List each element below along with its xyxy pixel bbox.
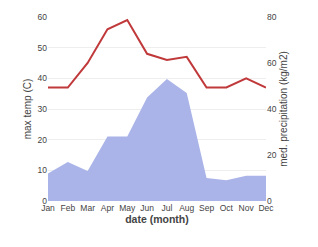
svg-text:40: 40 (38, 73, 48, 83)
svg-text:20: 20 (267, 150, 277, 160)
svg-text:20: 20 (38, 135, 48, 145)
svg-text:40: 40 (267, 104, 277, 114)
svg-text:30: 30 (38, 104, 48, 114)
svg-text:50: 50 (38, 43, 48, 53)
svg-text:60: 60 (267, 58, 277, 68)
svg-text:max temp (C): max temp (C) (22, 79, 33, 140)
svg-text:10: 10 (38, 165, 48, 175)
svg-text:Nov: Nov (239, 203, 255, 213)
svg-text:Dec: Dec (258, 203, 274, 213)
svg-text:May: May (119, 203, 136, 213)
svg-text:Feb: Feb (60, 203, 75, 213)
svg-text:Mar: Mar (80, 203, 95, 213)
svg-text:Oct: Oct (220, 203, 234, 213)
svg-text:Apr: Apr (101, 203, 114, 213)
svg-text:Sep: Sep (199, 203, 214, 213)
svg-text:Jul: Jul (161, 203, 172, 213)
svg-text:med. precipitation (kg/m2): med. precipitation (kg/m2) (278, 51, 289, 167)
svg-text:0: 0 (267, 196, 272, 206)
svg-text:80: 80 (267, 12, 277, 22)
svg-text:Jan: Jan (41, 203, 55, 213)
svg-text:Aug: Aug (179, 203, 194, 213)
svg-text:date (month): date (month) (125, 213, 189, 225)
svg-text:0: 0 (42, 196, 47, 206)
svg-text:60: 60 (38, 12, 48, 22)
svg-text:Jun: Jun (140, 203, 154, 213)
